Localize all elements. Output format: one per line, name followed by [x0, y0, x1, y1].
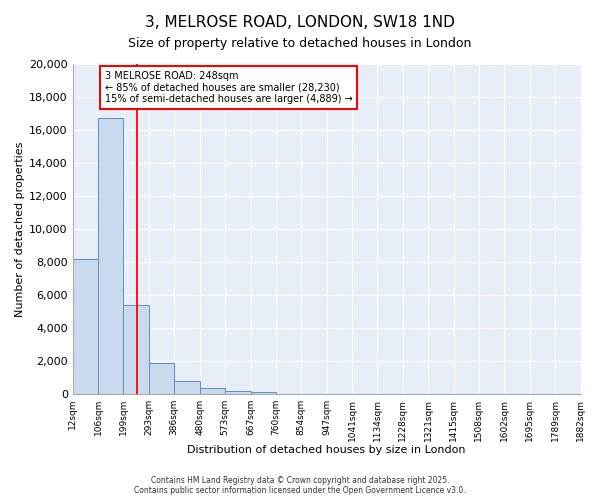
Bar	[225, 390, 251, 394]
Bar	[73, 258, 98, 394]
Bar	[200, 388, 225, 394]
Bar	[149, 362, 174, 394]
Text: 3, MELROSE ROAD, LONDON, SW18 1ND: 3, MELROSE ROAD, LONDON, SW18 1ND	[145, 15, 455, 30]
Text: Size of property relative to detached houses in London: Size of property relative to detached ho…	[128, 38, 472, 51]
Text: 3 MELROSE ROAD: 248sqm
← 85% of detached houses are smaller (28,230)
15% of semi: 3 MELROSE ROAD: 248sqm ← 85% of detached…	[104, 70, 352, 104]
Bar	[251, 392, 276, 394]
Bar	[98, 118, 124, 394]
X-axis label: Distribution of detached houses by size in London: Distribution of detached houses by size …	[187, 445, 466, 455]
Text: Contains HM Land Registry data © Crown copyright and database right 2025.
Contai: Contains HM Land Registry data © Crown c…	[134, 476, 466, 495]
Bar	[174, 380, 200, 394]
Bar	[124, 305, 149, 394]
Y-axis label: Number of detached properties: Number of detached properties	[15, 141, 25, 316]
